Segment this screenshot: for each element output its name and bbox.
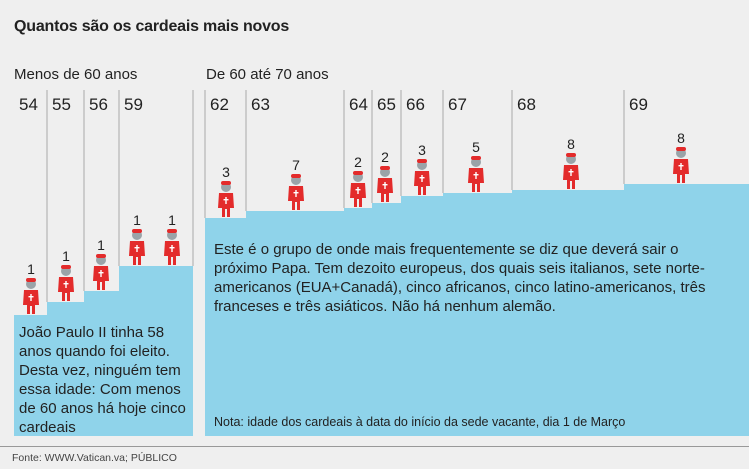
cardinal-icon-59-1 bbox=[129, 229, 145, 265]
stair-step-63 bbox=[246, 211, 344, 436]
value-label-55: 1 bbox=[62, 248, 70, 264]
footnote: Nota: idade dos cardeais à data do iníci… bbox=[214, 415, 626, 429]
bottom-rule bbox=[0, 446, 749, 447]
value-label-68: 8 bbox=[567, 136, 575, 152]
cardinal-icon-69 bbox=[673, 147, 689, 183]
stair-step-65 bbox=[372, 203, 401, 436]
cardinal-icon-67 bbox=[468, 156, 484, 192]
stair-step-68 bbox=[512, 190, 624, 436]
value-label-62: 3 bbox=[222, 164, 230, 180]
chart-title: Quantos são os cardeais mais novos bbox=[14, 18, 290, 35]
value-label-69: 8 bbox=[677, 130, 685, 146]
value-label-54: 1 bbox=[27, 261, 35, 277]
value-label-56: 1 bbox=[97, 237, 105, 253]
group-label-under-60: Menos de 60 anos bbox=[14, 66, 138, 83]
age-label-68: 68 bbox=[517, 95, 536, 114]
age-label-55: 55 bbox=[52, 95, 71, 114]
cardinal-icon-62 bbox=[218, 181, 234, 217]
age-label-59: 59 bbox=[124, 95, 143, 114]
cardinal-icon-68 bbox=[563, 153, 579, 189]
cardinal-icon-66 bbox=[414, 159, 430, 195]
note-60-70: Este é o grupo de onde mais frequentemen… bbox=[214, 241, 706, 315]
note-under-60: João Paulo II tinha 58 anos quando foi e… bbox=[19, 324, 186, 436]
stair-step-56 bbox=[84, 291, 119, 436]
age-label-66: 66 bbox=[406, 95, 425, 114]
cardinal-icon-59-2 bbox=[164, 229, 180, 265]
source-credit: Fonte: WWW.Vatican.va; PÚBLICO bbox=[12, 452, 177, 464]
age-label-65: 65 bbox=[377, 95, 396, 114]
age-label-62: 62 bbox=[210, 95, 229, 114]
stair-step-64 bbox=[344, 208, 372, 436]
stair-step-69 bbox=[624, 184, 749, 436]
stair-step-62 bbox=[205, 218, 246, 436]
age-label-67: 67 bbox=[448, 95, 467, 114]
stair-step-66 bbox=[401, 196, 443, 436]
age-label-64: 64 bbox=[349, 95, 368, 114]
value-label-63: 7 bbox=[292, 157, 300, 173]
value-label-65: 2 bbox=[381, 149, 389, 165]
value-label-67: 5 bbox=[472, 139, 480, 155]
group-label-60-70: De 60 até 70 anos bbox=[206, 66, 329, 83]
cardinal-icon-56 bbox=[93, 254, 109, 290]
cardinal-icon-64 bbox=[350, 171, 366, 207]
age-label-56: 56 bbox=[89, 95, 108, 114]
stair-step-59 bbox=[119, 266, 193, 436]
value-label-66: 3 bbox=[418, 142, 426, 158]
cardinal-icon-65 bbox=[377, 166, 393, 202]
stair-step-67 bbox=[443, 193, 512, 436]
stair-step-55 bbox=[47, 302, 84, 436]
value-label-59: 1 bbox=[133, 212, 141, 228]
cardinal-icon-63 bbox=[288, 174, 304, 210]
age-label-54: 54 bbox=[19, 95, 38, 114]
cardinal-icon-55 bbox=[58, 265, 74, 301]
cardinals-stair-chart: 54 55 56 59 62 63 64 65 66 67 68 69 1 1 1 1 1 3 7 2 2 3 5 8 8 bbox=[14, 90, 749, 436]
age-label-63: 63 bbox=[251, 95, 270, 114]
age-label-69: 69 bbox=[629, 95, 648, 114]
value-label-64: 2 bbox=[354, 154, 362, 170]
value-label-59: 1 bbox=[168, 212, 176, 228]
stair-step-54 bbox=[14, 315, 47, 436]
cardinal-icon-54 bbox=[23, 278, 39, 314]
